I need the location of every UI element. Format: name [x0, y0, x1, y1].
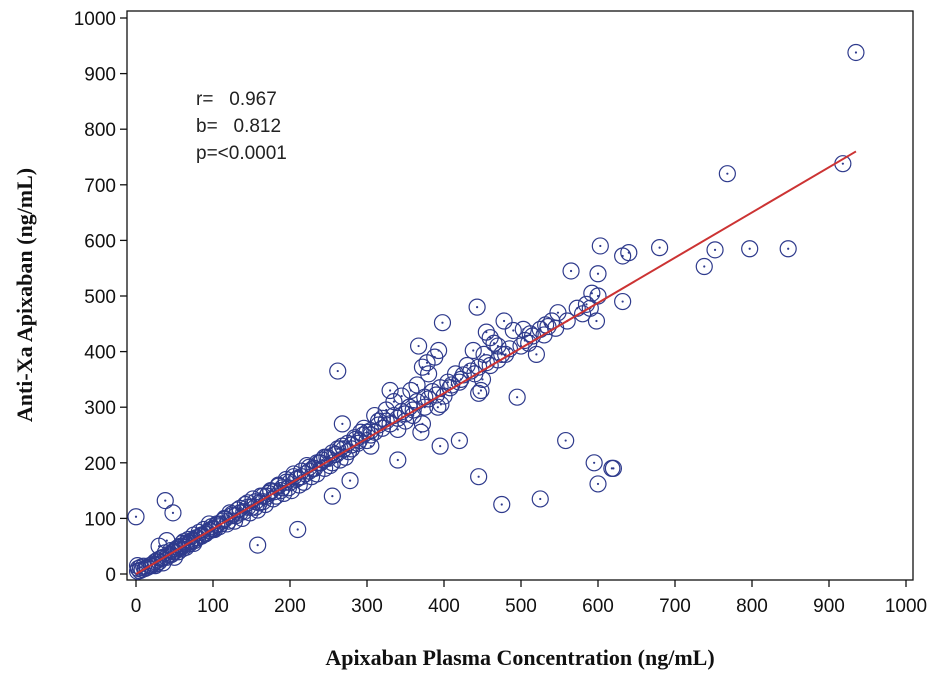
y-tick-label: 700: [84, 176, 116, 197]
data-point: [433, 314, 452, 332]
data-point: [614, 247, 632, 265]
x-tick-label: 700: [659, 596, 691, 617]
data-point: [150, 537, 168, 555]
y-tick-label: 200: [84, 454, 116, 475]
data-point: [557, 431, 575, 450]
data-point: [362, 437, 380, 455]
data-point: [589, 287, 607, 305]
y-tick-label: 100: [84, 509, 116, 530]
data-point: [402, 381, 420, 400]
data-point: [472, 381, 490, 400]
data-point: [464, 341, 482, 360]
data-point: [477, 323, 495, 341]
x-axis-title: Apixaban Plasma Concentration (ng/mL): [325, 645, 714, 670]
x-tick-label: 300: [351, 596, 383, 617]
data-point: [475, 345, 493, 363]
data-point: [409, 337, 428, 355]
x-tick-label: 0: [131, 596, 142, 617]
data-point: [650, 239, 669, 257]
data-point: [412, 423, 430, 441]
stat-p: p=<0.0001: [196, 143, 287, 164]
x-tick-label: 1000: [885, 596, 927, 617]
data-point: [173, 540, 191, 558]
data-point: [493, 495, 511, 514]
data-point: [358, 423, 376, 441]
data-point: [620, 244, 638, 262]
data-point: [146, 557, 164, 575]
x-tick-label: 200: [274, 596, 306, 617]
data-point: [249, 536, 267, 554]
y-axis-title: Anti-Xa Apixaban (ng/mL): [12, 168, 37, 422]
data-point: [585, 454, 603, 472]
data-point: [589, 265, 607, 283]
data-point: [381, 381, 399, 400]
data-point: [591, 237, 609, 255]
x-tick-label: 800: [736, 596, 768, 617]
x-tick-label: 100: [197, 596, 229, 617]
stat-r: r= 0.967: [196, 89, 277, 110]
data-point: [329, 362, 347, 380]
data-point: [389, 451, 407, 469]
x-tick-label: 900: [813, 596, 845, 617]
y-tick-label: 500: [84, 287, 116, 308]
data-point: [333, 415, 351, 433]
data-point: [508, 388, 526, 406]
data-point: [531, 490, 549, 508]
data-point: [289, 520, 307, 539]
data-point: [164, 504, 182, 522]
data-point: [127, 508, 145, 526]
data-point: [430, 341, 448, 360]
data-point: [450, 431, 468, 450]
y-tick-label: 0: [105, 565, 116, 586]
x-axis: 0 100 200 300 400 500 600 700 800 900 1000: [131, 580, 927, 617]
data-point: [468, 298, 486, 316]
data-point: [741, 240, 759, 258]
regression-line: [135, 150, 857, 575]
data-point: [470, 468, 488, 486]
data-point: [341, 471, 359, 490]
data-point: [413, 358, 432, 376]
stat-b: b= 0.812: [196, 116, 281, 137]
data-point: [432, 395, 450, 414]
data-point: [504, 321, 522, 340]
x-tick-label: 400: [428, 596, 460, 617]
y-tick-label: 1000: [74, 9, 116, 30]
data-point: [847, 43, 865, 62]
data-point: [614, 292, 632, 311]
data-point: [500, 340, 519, 358]
data-point: [779, 240, 797, 258]
y-axis: 0 100 200 300 400 500 600 700 800 900 1000: [74, 9, 127, 586]
data-point: [718, 165, 736, 183]
data-point: [495, 312, 513, 330]
x-tick-label: 500: [505, 596, 537, 617]
y-tick-label: 300: [84, 398, 116, 419]
x-tick-label: 600: [582, 596, 614, 617]
data-point: [603, 459, 621, 477]
data-point: [431, 437, 449, 455]
data-point: [695, 257, 713, 276]
data-point: [527, 345, 546, 363]
data-point: [706, 241, 724, 259]
data-point: [418, 354, 436, 372]
data-point: [562, 262, 580, 280]
data-point: [604, 459, 623, 477]
y-tick-label: 900: [84, 65, 116, 86]
data-point: [589, 475, 607, 493]
y-tick-label: 600: [84, 231, 116, 252]
y-tick-label: 800: [84, 120, 116, 141]
y-tick-label: 400: [84, 343, 116, 364]
data-point: [323, 487, 341, 505]
data-point: [156, 492, 174, 510]
data-point: [470, 384, 488, 402]
